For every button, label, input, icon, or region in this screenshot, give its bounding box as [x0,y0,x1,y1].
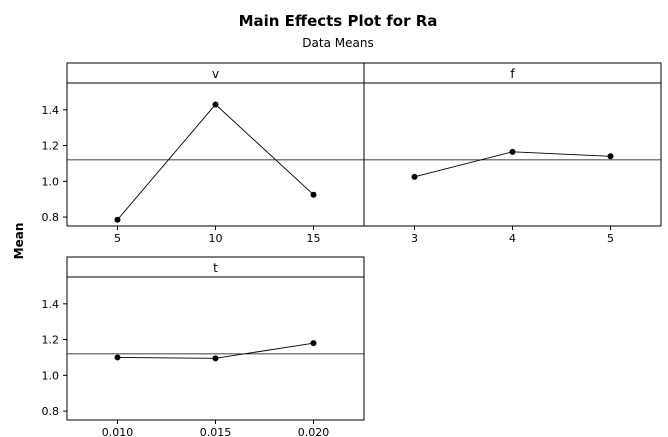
y-tick-label: 1.0 [42,175,60,188]
chart-title: Main Effects Plot for Ra [239,12,438,30]
y-tick-label: 1.4 [42,104,60,117]
panel-f: f 3 4 5 [363,62,662,245]
x-tick-label: 10 [209,232,223,245]
data-point [212,101,219,108]
data-point [310,191,317,198]
data-point [607,153,614,160]
x-tick-label: 5 [114,232,121,245]
data-point [310,340,317,347]
y-tick-label: 1.2 [42,140,60,153]
y-tick-label: 1.0 [42,369,60,382]
series-line-f [414,151,611,178]
x-tick-label: 3 [411,232,418,245]
data-point [114,354,121,361]
panel-frame [363,62,662,227]
panel-strip-label: f [510,67,515,81]
data-point [114,216,121,223]
x-tick-label: 0.010 [102,426,134,437]
chart-subtitle: Data Means [302,36,373,50]
x-tick-label: 0.020 [298,426,330,437]
x-tick-label: 5 [607,232,614,245]
panel-frame [66,256,365,421]
y-tick-label: 1.2 [42,334,60,347]
series-line-v [117,103,314,221]
data-point [212,355,219,362]
panel-strip-label: t [213,261,218,275]
panel-t: t 0.8 1.0 1.2 1.4 0.010 0.015 0.020 [42,256,365,437]
panel-strip-label: v [212,67,219,81]
panels-group: v 0.8 1.0 1.2 1.4 5 10 15 f 3 4 5 t 0.8 1.0 1.2 1.4 0.010… [42,62,662,437]
x-tick-label: 4 [509,232,516,245]
panel-frame [66,62,365,227]
panel-v: v 0.8 1.0 1.2 1.4 5 10 15 [42,62,365,245]
y-tick-label: 1.4 [42,298,60,311]
y-axis-label: Mean [12,223,26,260]
data-point [411,173,418,180]
y-tick-label: 0.8 [42,211,60,224]
x-tick-label: 15 [307,232,321,245]
y-tick-label: 0.8 [42,405,60,418]
x-tick-label: 0.015 [200,426,232,437]
data-point [509,148,516,155]
